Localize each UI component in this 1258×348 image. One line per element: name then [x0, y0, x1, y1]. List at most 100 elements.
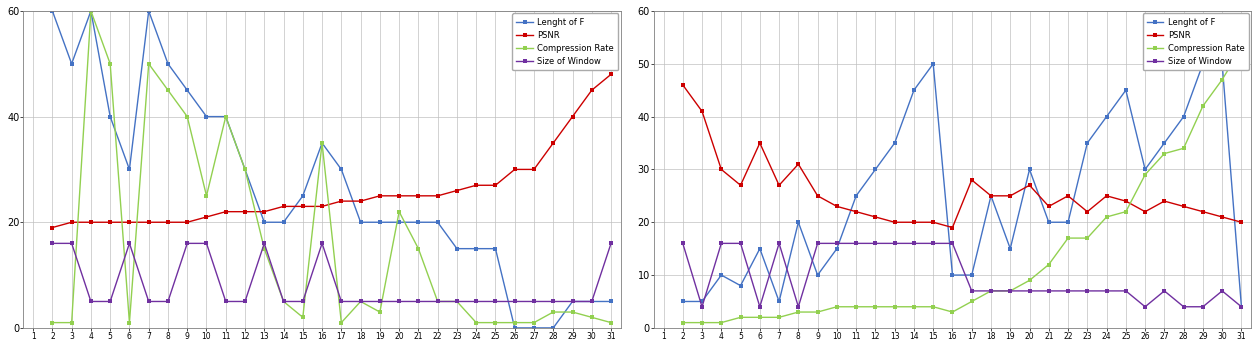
PSNR — [64, 220, 79, 224]
Lenght of F — [984, 194, 999, 198]
Size of Window — [1042, 289, 1057, 293]
Lenght of F — [238, 167, 253, 172]
PSNR — [353, 199, 369, 203]
PSNR — [1137, 209, 1152, 214]
Lenght of F — [257, 220, 272, 224]
PSNR — [984, 194, 999, 198]
Lenght of F — [1060, 220, 1076, 224]
Size of Window — [430, 299, 445, 303]
Compression Rate — [218, 114, 233, 119]
PSNR — [430, 194, 445, 198]
Size of Window — [103, 299, 118, 303]
Compression Rate — [488, 321, 503, 325]
Compression Rate — [257, 247, 272, 251]
Compression Rate — [333, 321, 348, 325]
PSNR — [1157, 199, 1172, 203]
Compression Rate — [1157, 151, 1172, 156]
Size of Window — [964, 289, 979, 293]
Size of Window — [180, 241, 195, 245]
Lenght of F — [907, 88, 922, 92]
Compression Rate — [1215, 78, 1230, 82]
PSNR — [1195, 209, 1210, 214]
PSNR — [584, 88, 599, 92]
PSNR — [180, 220, 195, 224]
Lenght of F — [526, 326, 541, 330]
Size of Window — [161, 299, 176, 303]
Line: Compression Rate: Compression Rate — [681, 46, 1243, 325]
Size of Window — [64, 241, 79, 245]
Line: PSNR: PSNR — [50, 72, 613, 229]
Size of Window — [565, 299, 580, 303]
Compression Rate — [276, 299, 291, 303]
PSNR — [604, 72, 619, 77]
Lenght of F — [430, 220, 445, 224]
Compression Rate — [945, 310, 960, 314]
Lenght of F — [141, 9, 156, 13]
Size of Window — [1215, 289, 1230, 293]
Size of Window — [1060, 289, 1076, 293]
PSNR — [45, 226, 60, 230]
PSNR — [1099, 194, 1115, 198]
Compression Rate — [372, 310, 387, 314]
Compression Rate — [771, 315, 786, 319]
PSNR — [868, 215, 883, 219]
Size of Window — [676, 241, 691, 245]
Size of Window — [333, 299, 348, 303]
Lenght of F — [565, 299, 580, 303]
Compression Rate — [199, 194, 214, 198]
Compression Rate — [296, 315, 311, 319]
Lenght of F — [733, 284, 749, 288]
PSNR — [907, 220, 922, 224]
Compression Rate — [103, 62, 118, 66]
Lenght of F — [945, 273, 960, 277]
Size of Window — [218, 299, 233, 303]
Compression Rate — [694, 321, 710, 325]
PSNR — [488, 183, 503, 187]
Compression Rate — [469, 321, 484, 325]
Compression Rate — [907, 304, 922, 309]
Compression Rate — [829, 304, 844, 309]
Compression Rate — [926, 304, 941, 309]
Compression Rate — [565, 310, 580, 314]
Lenght of F — [868, 167, 883, 172]
Size of Window — [199, 241, 214, 245]
Lenght of F — [1195, 62, 1210, 66]
PSNR — [733, 183, 749, 187]
PSNR — [1021, 183, 1037, 187]
PSNR — [199, 215, 214, 219]
PSNR — [1079, 209, 1094, 214]
Lenght of F — [713, 273, 728, 277]
Compression Rate — [430, 299, 445, 303]
Compression Rate — [849, 304, 864, 309]
Compression Rate — [733, 315, 749, 319]
Lenght of F — [887, 141, 902, 145]
Lenght of F — [964, 273, 979, 277]
PSNR — [526, 167, 541, 172]
PSNR — [83, 220, 98, 224]
Lenght of F — [1157, 141, 1172, 145]
PSNR — [372, 194, 387, 198]
Lenght of F — [1215, 62, 1230, 66]
Lenght of F — [810, 273, 825, 277]
Size of Window — [391, 299, 406, 303]
Line: Size of Window: Size of Window — [50, 242, 613, 303]
Size of Window — [1021, 289, 1037, 293]
Lenght of F — [391, 220, 406, 224]
Size of Window — [584, 299, 599, 303]
Lenght of F — [218, 114, 233, 119]
Size of Window — [411, 299, 426, 303]
Size of Window — [752, 304, 767, 309]
Size of Window — [984, 289, 999, 293]
PSNR — [810, 194, 825, 198]
Lenght of F — [199, 114, 214, 119]
Size of Window — [887, 241, 902, 245]
Size of Window — [372, 299, 387, 303]
PSNR — [565, 114, 580, 119]
PSNR — [1176, 204, 1191, 208]
Compression Rate — [449, 299, 464, 303]
Size of Window — [1137, 304, 1152, 309]
Lenght of F — [752, 247, 767, 251]
Size of Window — [122, 241, 137, 245]
Compression Rate — [238, 167, 253, 172]
Compression Rate — [752, 315, 767, 319]
